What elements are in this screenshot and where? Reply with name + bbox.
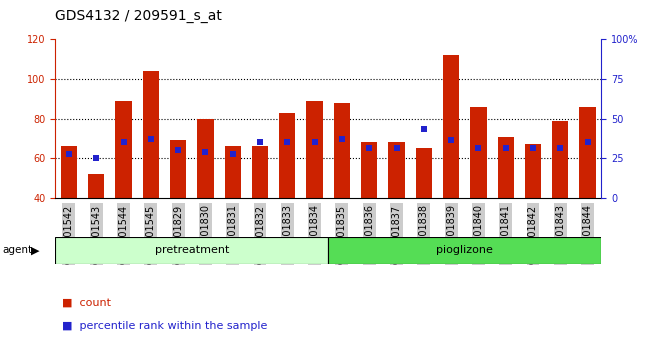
Bar bbox=[55, 237, 328, 264]
Text: agent: agent bbox=[3, 245, 32, 256]
Point bbox=[391, 145, 402, 151]
Point bbox=[364, 145, 374, 151]
Bar bbox=[328, 237, 601, 264]
Point bbox=[500, 145, 511, 151]
Bar bbox=[115, 101, 132, 198]
Point bbox=[446, 138, 456, 143]
Text: ■  count: ■ count bbox=[62, 298, 110, 308]
Bar bbox=[388, 143, 405, 198]
Point bbox=[118, 140, 129, 145]
Point bbox=[255, 140, 265, 145]
Text: pioglizone: pioglizone bbox=[436, 245, 493, 256]
Bar bbox=[361, 143, 378, 198]
Point bbox=[473, 145, 484, 151]
Point bbox=[200, 150, 211, 155]
Bar bbox=[224, 147, 241, 198]
Point bbox=[309, 140, 320, 145]
Text: ▶: ▶ bbox=[31, 245, 40, 256]
Bar bbox=[279, 113, 296, 198]
Text: GDS4132 / 209591_s_at: GDS4132 / 209591_s_at bbox=[55, 9, 222, 23]
Bar bbox=[415, 148, 432, 198]
Point bbox=[337, 136, 347, 141]
Point bbox=[64, 152, 74, 157]
Bar bbox=[88, 175, 105, 198]
Text: ■  percentile rank within the sample: ■ percentile rank within the sample bbox=[62, 321, 267, 331]
Bar bbox=[525, 144, 541, 198]
Bar bbox=[579, 107, 596, 198]
Bar bbox=[197, 119, 214, 198]
Bar bbox=[497, 137, 514, 198]
Bar bbox=[252, 147, 268, 198]
Point bbox=[419, 126, 429, 131]
Bar bbox=[306, 101, 323, 198]
Point bbox=[227, 152, 238, 157]
Point bbox=[555, 145, 566, 151]
Bar bbox=[142, 71, 159, 198]
Bar bbox=[443, 55, 460, 198]
Text: pretreatment: pretreatment bbox=[155, 245, 229, 256]
Point bbox=[582, 140, 593, 145]
Bar bbox=[60, 147, 77, 198]
Point bbox=[146, 136, 156, 141]
Point bbox=[173, 148, 183, 153]
Bar bbox=[333, 103, 350, 198]
Bar bbox=[170, 141, 187, 198]
Point bbox=[528, 145, 538, 151]
Bar bbox=[470, 107, 487, 198]
Point bbox=[91, 156, 101, 161]
Point bbox=[282, 140, 293, 145]
Bar bbox=[552, 121, 569, 198]
